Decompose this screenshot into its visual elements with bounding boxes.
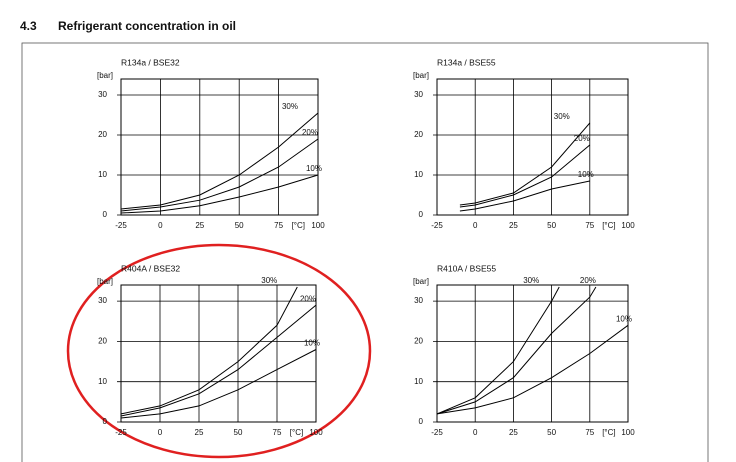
x-tick-label: 75 — [585, 221, 594, 230]
x-axis-label: [°C] — [292, 221, 305, 230]
y-tick-label: 0 — [103, 210, 108, 219]
curve — [436, 286, 560, 415]
curve — [120, 138, 319, 212]
y-tick-label: 0 — [103, 417, 108, 426]
y-tick-label: 30 — [414, 90, 423, 99]
curve-label: 10% — [306, 164, 322, 173]
y-tick-label: 10 — [98, 377, 107, 386]
x-tick-label: 25 — [509, 221, 518, 230]
curve-label: 30% — [554, 112, 570, 121]
chart-title: R410A / BSE55 — [437, 263, 496, 273]
x-tick-label: 50 — [547, 221, 556, 230]
y-tick-label: 30 — [98, 90, 107, 99]
curve-label: 30% — [261, 276, 277, 285]
x-tick-label: -25 — [431, 221, 443, 230]
x-tick-label: -25 — [115, 221, 127, 230]
y-axis-label: [bar] — [413, 277, 429, 286]
x-tick-label: 0 — [473, 428, 478, 437]
chart-title: R134a / BSE55 — [437, 57, 496, 67]
x-tick-label: 0 — [158, 221, 163, 230]
y-tick-label: 30 — [414, 296, 423, 305]
x-tick-label: 75 — [585, 428, 594, 437]
curve — [436, 286, 597, 415]
curve-label: 20% — [580, 276, 596, 285]
curve — [120, 174, 319, 214]
x-tick-label: 0 — [158, 428, 163, 437]
curve-label: 10% — [304, 339, 320, 348]
x-tick-label: 25 — [509, 428, 518, 437]
x-tick-label: 100 — [311, 221, 325, 230]
x-axis-label: [°C] — [290, 428, 303, 437]
x-tick-label: -25 — [431, 428, 443, 437]
y-tick-label: 20 — [414, 130, 423, 139]
plot-area — [120, 78, 319, 216]
curve-label: 10% — [616, 314, 632, 323]
x-tick-label: 75 — [274, 221, 283, 230]
y-axis-label: [bar] — [97, 71, 113, 80]
x-tick-label: 100 — [621, 221, 635, 230]
y-tick-label: 20 — [98, 130, 107, 139]
y-tick-label: 20 — [414, 337, 423, 346]
y-tick-label: 0 — [419, 417, 424, 426]
x-tick-label: 50 — [235, 221, 244, 230]
curve — [459, 144, 591, 208]
curve-label: 20% — [302, 128, 318, 137]
curve — [436, 324, 629, 415]
x-tick-label: 25 — [195, 221, 204, 230]
x-axis-label: [°C] — [602, 221, 615, 230]
y-tick-label: 30 — [98, 296, 107, 305]
highlight-circle — [66, 243, 372, 459]
x-tick-label: 100 — [309, 428, 323, 437]
x-tick-label: 0 — [473, 221, 478, 230]
x-tick-label: 50 — [547, 428, 556, 437]
y-axis-label: [bar] — [97, 277, 113, 286]
curve-label: 10% — [578, 170, 594, 179]
curve — [120, 349, 317, 419]
x-tick-label: 100 — [621, 428, 635, 437]
curve-label: 20% — [574, 134, 590, 143]
curve-label: 20% — [300, 294, 316, 303]
x-axis-label: [°C] — [602, 428, 615, 437]
section-title: Refrigerant concentration in oil — [58, 19, 236, 33]
curve — [459, 122, 591, 206]
x-tick-label: 75 — [273, 428, 282, 437]
curve-label: 30% — [282, 102, 298, 111]
y-tick-label: 10 — [414, 170, 423, 179]
y-tick-label: 10 — [414, 377, 423, 386]
y-tick-label: 10 — [98, 170, 107, 179]
curve — [120, 304, 317, 417]
chart-title: R134a / BSE32 — [121, 57, 180, 67]
section-number: 4.3 — [20, 19, 37, 33]
y-axis-label: [bar] — [413, 71, 429, 80]
plot-area — [120, 284, 317, 423]
curve — [120, 286, 298, 415]
curve — [459, 180, 590, 212]
curve-label: 30% — [523, 276, 539, 285]
curve — [120, 112, 319, 210]
y-tick-label: 0 — [419, 210, 424, 219]
x-tick-label: -25 — [115, 428, 127, 437]
x-tick-label: 25 — [195, 428, 204, 437]
frame — [21, 42, 709, 462]
x-tick-label: 50 — [234, 428, 243, 437]
y-tick-label: 20 — [98, 337, 107, 346]
chart-title: R404A / BSE32 — [121, 263, 180, 273]
